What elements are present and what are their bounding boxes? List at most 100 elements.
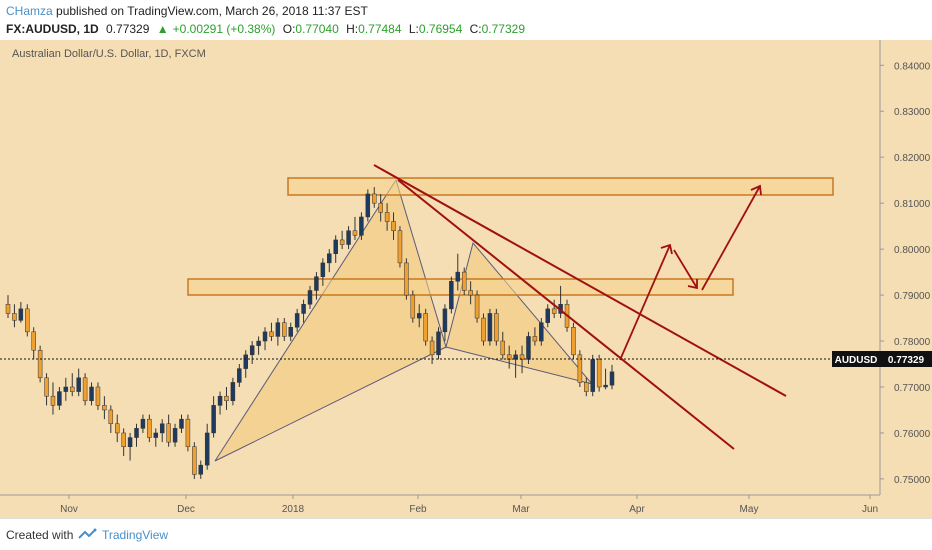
open-label: O: bbox=[282, 22, 296, 36]
projection-up-arrow-1 bbox=[619, 244, 671, 361]
footer-bar: Created with TradingView bbox=[0, 518, 932, 550]
candle-down bbox=[166, 423, 171, 443]
candle-down bbox=[596, 359, 602, 388]
current-price-tag: AUDUSD 0.77329 bbox=[832, 351, 932, 367]
tradingview-logo-icon bbox=[78, 528, 97, 539]
created-with-text: Created with bbox=[6, 528, 74, 542]
resistance-zone-upper[interactable] bbox=[287, 177, 834, 196]
candle-down bbox=[500, 340, 506, 356]
candle-up bbox=[243, 354, 248, 369]
time-tick-label: 2018 bbox=[282, 504, 305, 515]
candle-down bbox=[121, 432, 126, 447]
candle-up bbox=[172, 428, 178, 443]
candle-up bbox=[76, 377, 81, 392]
time-tick-label: Nov bbox=[60, 504, 78, 515]
price-axis-background bbox=[880, 40, 932, 518]
arrowhead-2-icon bbox=[687, 279, 698, 290]
trendline-lower[interactable] bbox=[397, 179, 735, 450]
author-link[interactable]: CHamza bbox=[6, 4, 53, 18]
candle-down bbox=[44, 377, 49, 397]
price-axis-ticks: 0.84000 0.83000 0.82000 0.81000 0.80000 0.790… bbox=[880, 61, 931, 486]
candle-up bbox=[134, 428, 139, 438]
candle-down bbox=[584, 382, 589, 392]
candle-down bbox=[378, 202, 383, 213]
open-value: 0.77040 bbox=[295, 22, 339, 36]
candle-up bbox=[365, 193, 371, 218]
ohlc-bar: FX:AUDUSD, 1D 0.77329 ▲ +0.00291 (+0.38%)… bbox=[6, 22, 529, 36]
candle-up bbox=[314, 276, 319, 291]
close-label: C: bbox=[469, 22, 482, 36]
price-chart[interactable]: 0.84000 0.83000 0.82000 0.81000 0.80000 0.790… bbox=[0, 40, 932, 518]
candle-down bbox=[384, 212, 390, 222]
price-tick-label: 0.81000 bbox=[894, 199, 931, 210]
published-text: published on TradingView.com, March 26, … bbox=[56, 4, 368, 18]
price-tick-label: 0.75000 bbox=[894, 475, 931, 486]
candle-up bbox=[333, 239, 338, 254]
candle-up bbox=[449, 281, 454, 310]
price-change: +0.00291 (+0.38%) bbox=[172, 22, 276, 36]
candle-down bbox=[37, 349, 43, 379]
candle-up bbox=[179, 418, 184, 429]
tradingview-link[interactable]: TradingView bbox=[102, 528, 169, 542]
candle-up bbox=[89, 386, 94, 402]
candle-up bbox=[359, 216, 364, 236]
candle-up bbox=[294, 313, 300, 328]
candle-down bbox=[108, 409, 114, 425]
candle-up bbox=[249, 345, 255, 356]
candle-up bbox=[262, 331, 268, 342]
candle-down bbox=[282, 322, 287, 337]
candle-down bbox=[185, 418, 191, 447]
candle-up bbox=[320, 262, 326, 277]
pattern-triangle-left bbox=[215, 180, 446, 461]
pattern-xb-line bbox=[214, 346, 447, 462]
candle-down bbox=[114, 423, 120, 434]
candle-up bbox=[204, 432, 210, 466]
time-tick-label: Mar bbox=[512, 504, 530, 515]
candle-up bbox=[57, 391, 62, 406]
candle-down bbox=[532, 336, 538, 342]
price-tick-label: 0.84000 bbox=[894, 61, 931, 72]
candle-down bbox=[352, 230, 358, 236]
time-tick-label: Dec bbox=[177, 504, 195, 515]
candle-up bbox=[603, 384, 608, 388]
candle-up bbox=[237, 368, 242, 383]
candle-down bbox=[192, 446, 197, 475]
candle-up bbox=[230, 382, 236, 402]
chart-title: Australian Dollar/U.S. Dollar, 1D, FXCM bbox=[12, 48, 206, 60]
candle-up bbox=[288, 326, 293, 337]
candle-up bbox=[327, 253, 332, 264]
candle-down bbox=[551, 308, 557, 314]
candle-down bbox=[571, 326, 576, 356]
candle-down bbox=[404, 262, 409, 296]
time-axis-ticks: Nov Dec 2018 Feb Mar Apr May Jun bbox=[60, 495, 878, 515]
close-value: 0.77329 bbox=[481, 22, 526, 36]
symbol-tag-label: AUDUSD bbox=[835, 355, 878, 366]
candle-down bbox=[269, 331, 274, 337]
time-tick-label: Apr bbox=[629, 504, 645, 515]
symbol-label: FX:AUDUSD, 1D bbox=[6, 22, 99, 36]
candle-up bbox=[140, 418, 146, 429]
trendline-upper[interactable] bbox=[373, 164, 787, 397]
low-value: 0.76954 bbox=[418, 22, 463, 36]
candle-up bbox=[545, 308, 550, 323]
candle-up bbox=[539, 322, 544, 342]
candle-up bbox=[513, 354, 518, 360]
candle-down bbox=[5, 304, 11, 314]
candle-up bbox=[63, 386, 69, 392]
candle-up bbox=[211, 405, 216, 434]
candle-up bbox=[18, 308, 24, 321]
high-label: H: bbox=[346, 22, 359, 36]
candle-down bbox=[494, 313, 499, 342]
candle-up bbox=[487, 313, 493, 342]
candle-down bbox=[70, 386, 75, 392]
price-tick-label: 0.83000 bbox=[894, 107, 931, 118]
last-price: 0.77329 bbox=[106, 22, 150, 36]
candle-up bbox=[609, 371, 615, 386]
price-tag-label: 0.77329 bbox=[888, 355, 925, 366]
high-value: 0.77484 bbox=[358, 22, 402, 36]
chart-area[interactable]: 0.84000 0.83000 0.82000 0.81000 0.80000 0.790… bbox=[0, 40, 932, 518]
publish-info: CHamza published on TradingView.com, Mar… bbox=[6, 4, 368, 18]
price-tick-label: 0.77000 bbox=[894, 383, 931, 394]
candle-down bbox=[519, 354, 525, 360]
price-tick-label: 0.79000 bbox=[894, 291, 931, 302]
